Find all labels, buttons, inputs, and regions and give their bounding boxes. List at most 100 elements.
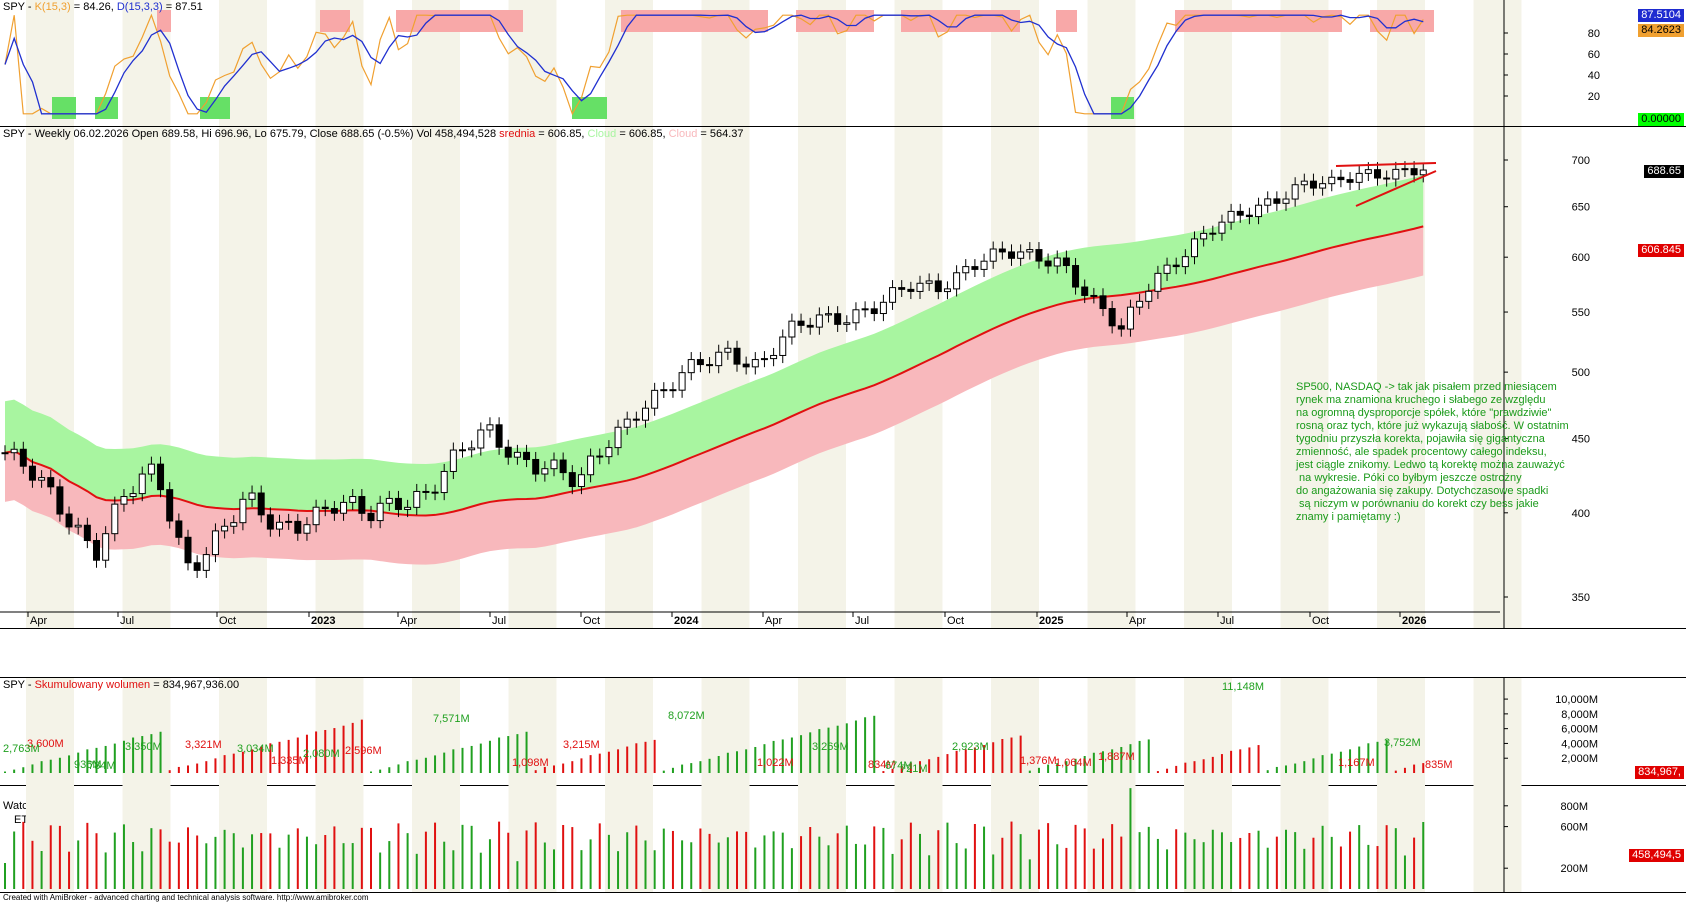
y-tick-label: 8,000M bbox=[1561, 709, 1598, 721]
season-band bbox=[1473, 678, 1522, 785]
candle-body bbox=[330, 508, 338, 514]
candle-body bbox=[65, 513, 73, 528]
candle-body bbox=[642, 407, 649, 421]
candle-body bbox=[559, 459, 567, 474]
candle-body bbox=[980, 260, 988, 270]
season-band bbox=[508, 785, 557, 892]
x-tick-label: 2025 bbox=[1039, 615, 1063, 627]
candle-body bbox=[513, 451, 521, 458]
candle-body bbox=[943, 288, 951, 293]
x-tick-label: Apr bbox=[1129, 615, 1146, 627]
overbought-zone bbox=[157, 10, 171, 32]
stoch-d-tag: 87.5104 bbox=[1638, 9, 1684, 22]
cumvol-up-label: 2,080M bbox=[303, 748, 340, 760]
cumvol-value: = 834,967,936.00 bbox=[150, 679, 240, 691]
cumvol-down-label: 1,335M bbox=[271, 755, 308, 767]
candle-body bbox=[770, 354, 778, 360]
season-band bbox=[315, 678, 364, 785]
cumvol-down-label: 1,167M bbox=[1338, 757, 1375, 769]
cumvol-header: SPY - Skumulowany wolumen = 834,967,936.… bbox=[3, 679, 239, 691]
x-tick-label: Oct bbox=[947, 615, 964, 627]
x-tick-label: Apr bbox=[765, 615, 782, 627]
cloud-red-value: = 564.37 bbox=[697, 128, 744, 140]
y-tick-label: 350 bbox=[1572, 592, 1590, 604]
y-tick-label: 700 bbox=[1572, 155, 1590, 167]
candle-body bbox=[971, 266, 979, 270]
candle-body bbox=[1319, 183, 1327, 189]
candle-body bbox=[257, 492, 265, 516]
price-header: SPY - Weekly 06.02.2026 Open 689.58, Hi … bbox=[3, 128, 744, 140]
candle-body bbox=[1374, 169, 1381, 179]
candle-body bbox=[1328, 176, 1336, 185]
srednia-value: = 606.85, bbox=[535, 128, 588, 140]
candle-body bbox=[889, 287, 897, 303]
stoch-ticker: SPY - bbox=[3, 1, 35, 13]
candle-body bbox=[1062, 257, 1070, 267]
candle-body bbox=[916, 282, 924, 292]
candle-body bbox=[1282, 198, 1290, 204]
candle-body bbox=[797, 320, 805, 326]
candle-body bbox=[1026, 249, 1034, 253]
candle-body bbox=[1, 452, 9, 455]
candle-body bbox=[138, 473, 146, 495]
candle-body bbox=[696, 359, 704, 366]
stochastic-plot: 80 60 40 20 bbox=[4, 0, 1600, 126]
vol-last-tag: 458,494,5 bbox=[1629, 849, 1684, 862]
season-band bbox=[1377, 678, 1425, 785]
season-band bbox=[26, 127, 74, 628]
candle-body bbox=[1337, 176, 1345, 181]
cumvol-down-label: 834M bbox=[868, 759, 896, 771]
x-tick-label: Oct bbox=[583, 615, 600, 627]
cumvol-up-label: 11,148M bbox=[1222, 681, 1264, 693]
candle-body bbox=[687, 359, 695, 374]
season-band bbox=[605, 127, 653, 628]
candle-body bbox=[1163, 264, 1171, 274]
cumvol-down-label: 835M bbox=[1425, 759, 1453, 771]
candle-body bbox=[312, 506, 320, 526]
candle-body bbox=[706, 364, 714, 367]
candle-body bbox=[907, 288, 915, 292]
cloud-green-value: = 606.85, bbox=[616, 128, 669, 140]
cumvol-misc-label: 784M bbox=[88, 760, 116, 772]
oversold-zone bbox=[200, 97, 230, 119]
overbought-zone bbox=[621, 10, 768, 32]
stoch-header: SPY - K(15,3) = 84.26, D(15,3,3) = 87.51 bbox=[3, 1, 203, 13]
candle-body bbox=[340, 501, 348, 514]
candle-body bbox=[56, 486, 64, 515]
candle-body bbox=[779, 336, 787, 356]
candle-body bbox=[733, 347, 741, 365]
cumvol-down-label: 1,887M bbox=[1098, 751, 1135, 763]
cumvol-down-label: 1,376M bbox=[1020, 755, 1057, 767]
season-band bbox=[122, 678, 171, 785]
season-band bbox=[1473, 785, 1522, 892]
candle-body bbox=[385, 497, 393, 504]
candle-body bbox=[788, 320, 796, 338]
season-band bbox=[1377, 785, 1425, 892]
cumvol-ticker: SPY - bbox=[3, 679, 35, 691]
y-tick-label: 650 bbox=[1572, 202, 1590, 214]
candle-body bbox=[550, 459, 558, 470]
candle-body bbox=[587, 455, 595, 476]
candle-body bbox=[376, 502, 384, 522]
candle-body bbox=[742, 363, 750, 368]
candle-body bbox=[102, 533, 110, 561]
season-band bbox=[1087, 127, 1136, 628]
price-avg-tag: 606.845 bbox=[1638, 244, 1684, 257]
candle-body bbox=[1090, 294, 1098, 297]
candle-body bbox=[202, 554, 210, 571]
candle-body bbox=[486, 424, 494, 431]
cloud-red bbox=[5, 226, 1424, 565]
analysis-note: SP500, NASDAQ -> tak jak pisałem przed m… bbox=[1296, 381, 1569, 523]
candle-body bbox=[239, 498, 247, 524]
overbought-zone bbox=[901, 10, 1020, 32]
candle-body bbox=[157, 463, 165, 491]
candle-body bbox=[19, 448, 27, 467]
candle-body bbox=[715, 351, 723, 367]
candle-body bbox=[266, 514, 274, 530]
cumulative-volume-pane: SPY - Skumulowany wolumen = 834,967,936.… bbox=[0, 677, 1686, 786]
candle-body bbox=[861, 308, 869, 311]
cumvol-up-label: 3,034M bbox=[237, 743, 274, 755]
price-pane: SPY - Weekly 06.02.2026 Open 689.58, Hi … bbox=[0, 127, 1686, 629]
overbought-zone bbox=[1175, 10, 1342, 32]
candle-body bbox=[1017, 251, 1025, 259]
